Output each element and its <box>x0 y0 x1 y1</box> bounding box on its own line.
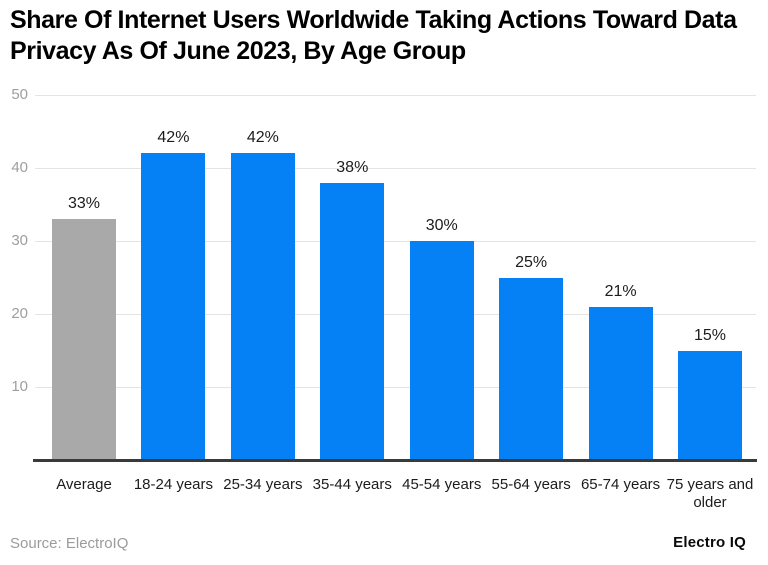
source-note: Source: ElectroIQ <box>10 535 129 552</box>
bar-value-label: 21% <box>604 282 637 300</box>
y-axis-tick-label: 10 <box>11 378 28 395</box>
y-axis-tick-label: 50 <box>11 86 28 103</box>
gridline <box>35 386 756 388</box>
bar-18-24-years <box>141 153 206 460</box>
bar-average <box>52 219 116 460</box>
gridline <box>35 167 756 169</box>
bar-value-label: 42% <box>246 129 279 147</box>
x-axis-category-label: 75 years and older <box>666 476 754 511</box>
bar-value-label: 15% <box>693 326 727 344</box>
bar-value-label: 38% <box>336 158 369 176</box>
bar-25-34-years <box>230 153 295 460</box>
bar-75-years-and-older <box>678 350 742 460</box>
x-axis-category-label: 65-74 years <box>580 476 661 493</box>
chart-title: Share Of Internet Users Worldwide Taking… <box>10 6 737 65</box>
x-axis-category-label: 55-64 years <box>491 476 571 493</box>
bar-65-74-years <box>588 306 653 460</box>
brand-logo: Electro IQ <box>673 534 746 551</box>
y-axis-tick-label: 20 <box>11 305 28 322</box>
y-axis-tick-label: 40 <box>11 159 28 176</box>
bar-45-54-years <box>409 241 474 460</box>
bar-value-label: 42% <box>157 129 190 147</box>
gridline <box>35 94 756 96</box>
y-axis-tick-label: 30 <box>11 232 28 249</box>
bar-55-64-years <box>499 277 564 460</box>
x-axis-category-label: 18-24 years <box>133 476 214 493</box>
bar-value-label: 25% <box>515 253 548 271</box>
x-axis-line <box>33 459 757 462</box>
x-axis-category-label: 25-34 years <box>223 476 303 493</box>
bar-value-label: 30% <box>425 217 458 234</box>
x-axis-category-label: 45-54 years <box>402 476 482 493</box>
gridline <box>35 240 756 242</box>
gridline <box>35 313 756 315</box>
x-axis-category-label: Average <box>56 476 112 493</box>
x-axis-category-label: 35-44 years <box>312 476 392 493</box>
bar-value-label: 33% <box>67 195 101 213</box>
bar-35-44-years <box>320 182 385 460</box>
